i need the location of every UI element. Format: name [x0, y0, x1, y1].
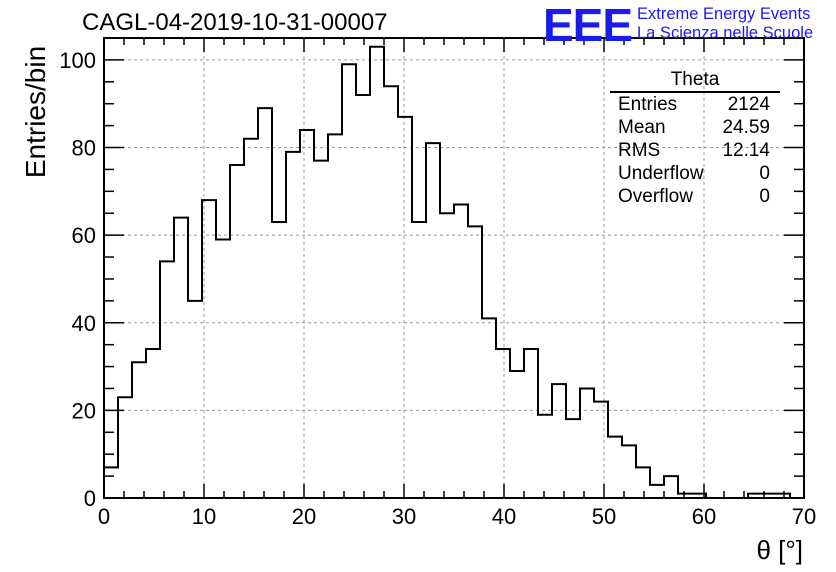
histogram-bin [258, 108, 272, 498]
y-tick-label: 60 [72, 223, 96, 248]
x-tick-label: 70 [792, 504, 816, 529]
x-tick-label: 40 [492, 504, 516, 529]
histogram-bin [216, 240, 230, 498]
histogram-bin [496, 349, 510, 498]
histogram-bin [314, 161, 328, 498]
histogram-bin [272, 222, 286, 498]
histogram-bin [188, 301, 202, 498]
stat-value: 12.14 [722, 140, 770, 161]
stat-value: 2124 [727, 94, 770, 115]
histogram-bin [412, 222, 426, 498]
x-tick-label: 0 [98, 504, 110, 529]
stats-box: Theta Entries 2124 Mean 24.59 RMS 12.14 … [610, 70, 780, 208]
stat-label: RMS [618, 140, 661, 161]
histogram-bin [566, 419, 580, 498]
stats-title: Theta [610, 70, 780, 93]
stat-row-underflow: Underflow 0 [610, 162, 780, 185]
plot-frame [103, 37, 805, 499]
histogram-bin [230, 165, 244, 498]
histogram-bin [524, 349, 538, 498]
histogram-bin [244, 139, 258, 498]
chart-title: CAGL-04-2019-10-31-00007 [82, 9, 388, 36]
histogram-bin [440, 213, 454, 498]
stat-row-overflow: Overflow 0 [610, 185, 780, 208]
histogram-bin [594, 402, 608, 498]
histogram-bin [384, 86, 398, 498]
histogram-bin [622, 445, 636, 498]
stat-value: 0 [759, 163, 770, 184]
histogram-bin [160, 261, 174, 498]
histogram-bin [118, 397, 132, 498]
y-tick-label: 100 [59, 48, 96, 73]
histogram-bin [510, 371, 524, 498]
stat-label: Overflow [618, 186, 693, 207]
stat-value: 0 [759, 186, 770, 207]
histogram-bin [174, 218, 188, 498]
y-tick-label: 80 [72, 136, 96, 161]
stat-label: Underflow [618, 163, 704, 184]
histogram-bin [608, 437, 622, 498]
stat-row-entries: Entries 2124 [610, 93, 780, 116]
histogram-bin [538, 415, 552, 498]
histogram-bin [650, 485, 664, 498]
x-tick-label: 50 [592, 504, 616, 529]
x-tick-label: 20 [292, 504, 316, 529]
logo-line-1: Extreme Energy Events [637, 5, 811, 23]
stat-row-mean: Mean 24.59 [610, 116, 780, 139]
histogram-bin [580, 388, 594, 498]
y-tick-label: 20 [72, 398, 96, 423]
y-tick-label: 40 [72, 311, 96, 336]
histogram-bin [286, 152, 300, 498]
histogram-bin [328, 134, 342, 498]
histogram-bin [132, 362, 146, 498]
histogram-bin [370, 47, 384, 498]
histogram-bin [636, 467, 650, 498]
histogram-bin [664, 476, 678, 498]
histogram-bin [202, 200, 216, 498]
y-tick-label: 0 [84, 486, 96, 511]
x-tick-label: 10 [192, 504, 216, 529]
histogram-bin [454, 204, 468, 498]
stat-label: Mean [618, 117, 666, 138]
stat-value: 24.59 [722, 117, 770, 138]
histogram-bin [426, 143, 440, 498]
histogram-bin [300, 130, 314, 498]
histogram-bin [342, 64, 356, 498]
histogram-bin [552, 384, 566, 498]
y-axis-label: Entries/bin [20, 45, 51, 179]
histogram-bin [398, 117, 412, 498]
histogram-bin [482, 318, 496, 498]
eee-logo: EEE [543, 0, 633, 51]
histogram-bin [104, 467, 118, 498]
logo-line-2: La Scienza nelle Scuole [637, 24, 814, 42]
x-tick-label: 30 [392, 504, 416, 529]
stat-row-rms: RMS 12.14 [610, 139, 780, 162]
x-axis-label: θ [°] [756, 535, 803, 565]
histogram-bin [468, 226, 482, 498]
histogram-bin [146, 349, 160, 498]
stat-label: Entries [618, 94, 678, 115]
histogram-series [103, 45, 804, 499]
histogram-bin [356, 95, 370, 498]
x-tick-label: 60 [692, 504, 716, 529]
